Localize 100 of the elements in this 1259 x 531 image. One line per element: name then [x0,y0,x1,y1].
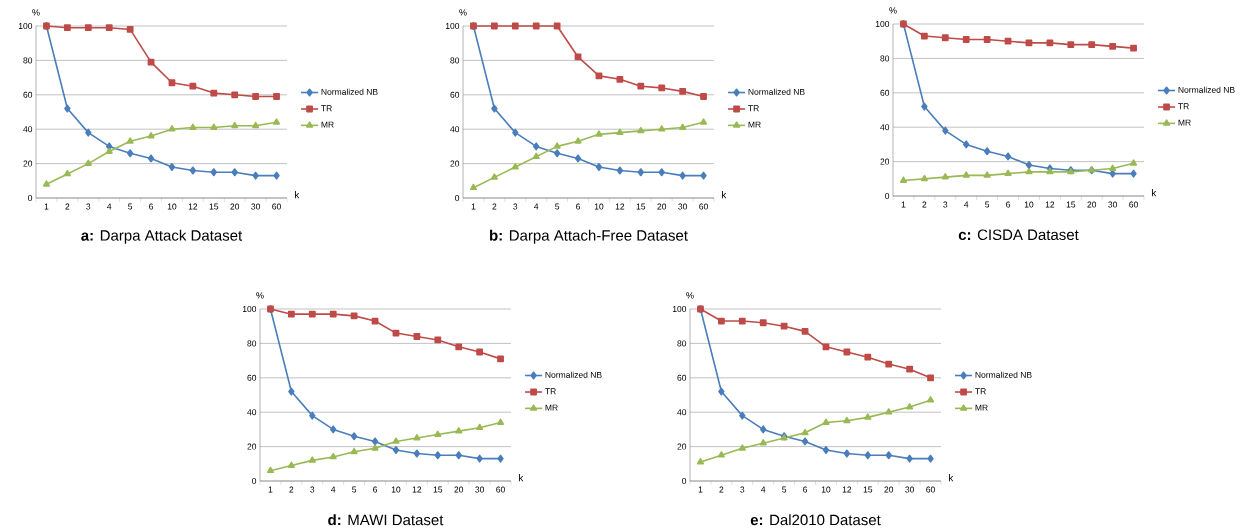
y-tick-label: 40 [677,409,687,416]
x-tick-label: 2 [65,203,70,210]
x-tick-label: 1 [268,486,273,493]
x-tick-label: 5 [555,203,560,210]
x-tick-label: 12 [188,203,198,210]
legend-label: MR [748,121,761,128]
x-tick-label: 60 [272,203,281,210]
legend-label: Normalized NB [975,371,1032,378]
x-tick-label: 10 [391,486,401,493]
x-tick-label: 10 [167,203,177,210]
y-tick-label: 100 [875,21,890,27]
y-tick-label: 0 [28,195,33,201]
x-tick-label: 2 [492,203,497,210]
y-tick-label: 20 [450,160,460,167]
y-tick-label: 0 [252,478,257,484]
y-tick-label: 80 [247,340,257,347]
legend-label: TR [975,388,986,395]
y-axis-title: % [32,9,40,16]
x-axis-title: k [518,473,524,482]
legend-label: Normalized NB [748,88,805,95]
x-tick-label: 1 [44,203,49,210]
y-tick-label: 20 [23,160,33,167]
x-tick-label: 60 [699,203,708,210]
x-tick-label: 10 [1024,201,1034,208]
x-tick-label: 2 [922,201,927,208]
y-tick-label: 40 [23,126,33,133]
y-tick-label: 60 [450,91,460,98]
x-tick-label: 12 [1045,201,1055,208]
x-tick-label: 6 [149,203,154,210]
y-tick-label: 60 [880,89,890,96]
y-axis-title: % [889,7,897,14]
x-tick-label: 20 [657,203,667,210]
x-axis-title: k [948,473,954,482]
x-tick-label: 6 [1006,201,1011,208]
x-tick-label: 30 [475,486,485,493]
x-tick-label: 30 [1108,201,1118,208]
x-tick-label: 5 [352,486,357,493]
x-tick-label: 6 [803,486,808,493]
y-tick-label: 0 [885,193,890,199]
x-tick-label: 6 [373,486,378,493]
y-tick-label: 40 [880,124,890,131]
x-tick-label: 4 [331,486,336,493]
x-tick-label: 60 [926,486,935,493]
x-tick-label: 20 [230,203,240,210]
text: d: MAWI Dataset [328,514,444,526]
x-axis-title: k [294,190,300,199]
y-tick-label: 40 [450,126,460,133]
x-tick-label: 30 [251,203,261,210]
y-tick-label: 100 [445,23,460,29]
y-tick-label: 100 [18,23,33,29]
x-tick-label: 3 [740,486,745,493]
y-tick-label: 20 [247,443,257,450]
y-axis-title: % [686,292,694,299]
x-tick-label: 12 [842,486,852,493]
y-tick-label: 80 [23,57,33,64]
legend-label: TR [545,388,556,395]
x-tick-label: 1 [698,486,703,493]
legend-label: TR [748,105,759,112]
x-tick-label: 5 [782,486,787,493]
x-tick-label: 3 [86,203,91,210]
text: c: CISDA Dataset [958,229,1079,241]
x-tick-label: 1 [471,203,476,210]
y-tick-label: 20 [677,443,687,450]
x-tick-label: 12 [412,486,422,493]
y-tick-label: 60 [23,91,33,98]
y-tick-label: 60 [247,374,257,381]
y-axis-title: % [459,9,467,16]
x-tick-label: 3 [513,203,518,210]
x-tick-label: 30 [905,486,915,493]
x-tick-label: 15 [433,486,443,493]
y-tick-label: 20 [880,158,890,165]
x-tick-label: 5 [985,201,990,208]
legend-label: TR [321,105,332,112]
y-axis-title: % [256,292,264,299]
x-tick-label: 1 [901,201,906,208]
x-tick-label: 10 [594,203,604,210]
x-tick-label: 30 [678,203,688,210]
legend-label: MR [321,121,334,128]
y-tick-label: 80 [450,57,460,64]
y-tick-label: 0 [682,478,687,484]
text: a: Darpa Attack Dataset [81,229,243,244]
y-tick-label: 80 [677,340,687,347]
x-tick-label: 4 [761,486,766,493]
legend-label: Normalized NB [321,88,378,95]
y-tick-label: 60 [677,374,687,381]
x-tick-label: 4 [534,203,539,210]
y-tick-label: 0 [455,195,460,201]
x-tick-label: 12 [615,203,625,210]
x-tick-label: 4 [964,201,969,208]
x-axis-title: k [1151,188,1157,197]
x-tick-label: 3 [310,486,315,493]
x-tick-label: 10 [821,486,831,493]
x-tick-label: 5 [128,203,133,210]
x-tick-label: 15 [863,486,873,493]
x-tick-label: 60 [1129,201,1138,208]
y-tick-label: 80 [880,55,890,62]
legend-label: MR [545,404,558,411]
legend-label: MR [975,404,988,411]
x-tick-label: 2 [289,486,294,493]
x-tick-label: 2 [719,486,724,493]
